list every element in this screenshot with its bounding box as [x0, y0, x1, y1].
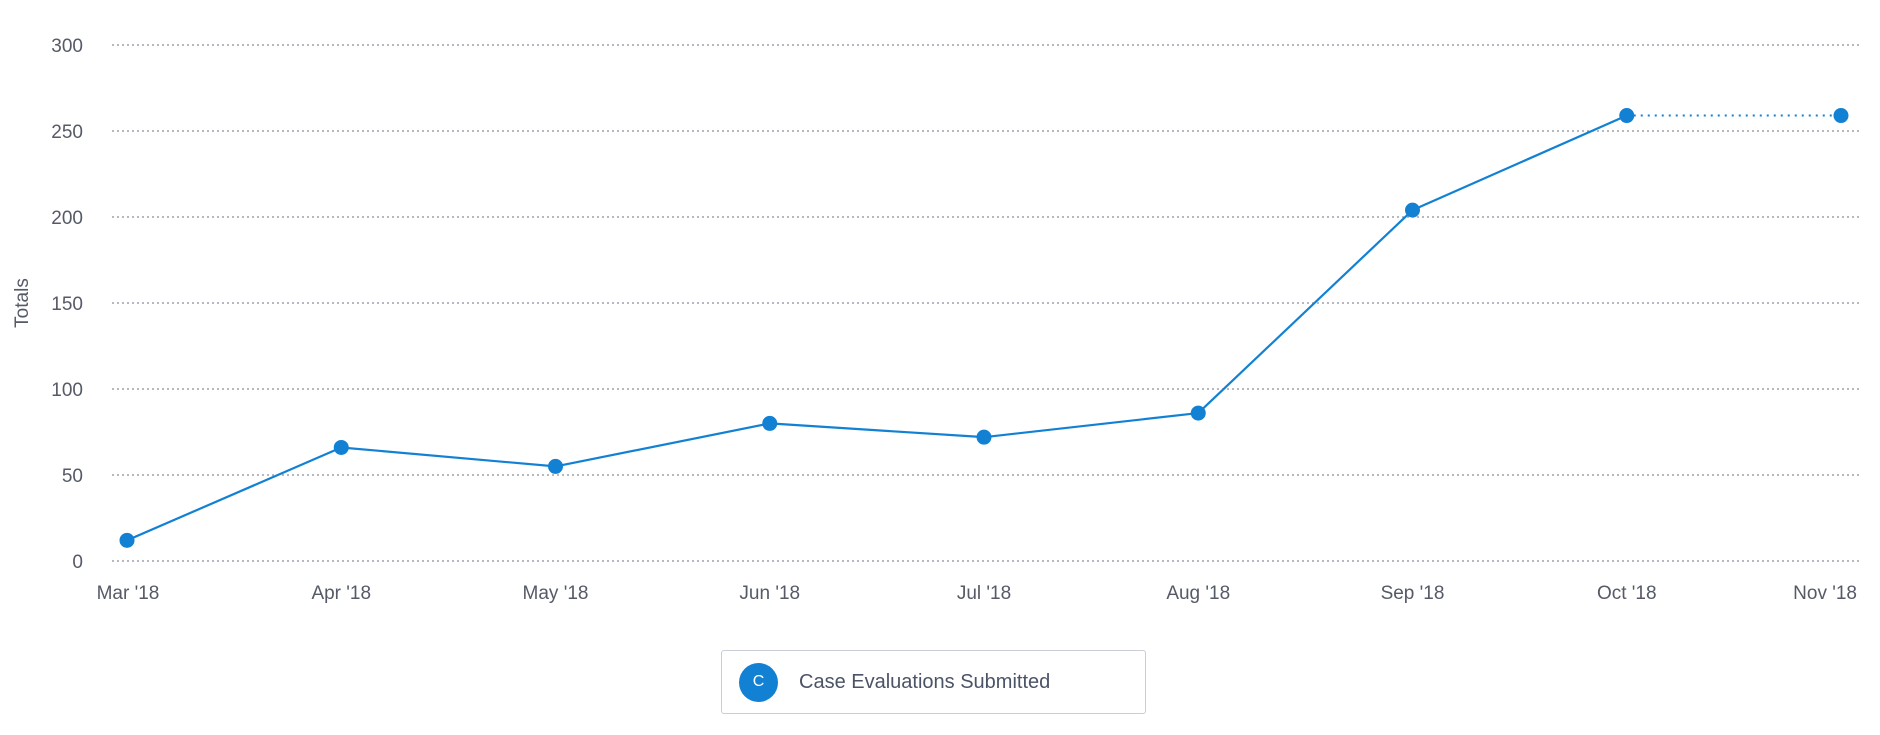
- legend-label: Case Evaluations Submitted: [799, 670, 1051, 693]
- y-tick-label: 250: [51, 122, 83, 143]
- y-tick-label: 150: [51, 294, 83, 315]
- y-tick-label: 300: [51, 36, 83, 57]
- y-tick-label: 0: [72, 552, 83, 573]
- data-point[interactable]: [1405, 202, 1420, 218]
- series-lines: [126, 114, 1841, 542]
- data-point[interactable]: [1190, 405, 1206, 421]
- y-tick-label: 200: [51, 208, 83, 229]
- x-tick-label: Jul '18: [957, 583, 1011, 604]
- x-tick-label: Aug '18: [1166, 583, 1230, 604]
- series-line: [126, 114, 1628, 542]
- data-point[interactable]: [1833, 108, 1849, 124]
- data-point[interactable]: [548, 458, 563, 474]
- y-tick-label: 50: [62, 466, 83, 487]
- x-tick-label: Mar '18: [97, 583, 160, 604]
- grid-lines: [112, 44, 1862, 562]
- x-axis-ticks: Mar '18 Apr '18 May '18 Jun '18 Jul '18 Aug '…: [97, 583, 1857, 604]
- x-tick-label: Nov '18: [1793, 583, 1857, 604]
- data-point[interactable]: [1619, 108, 1635, 124]
- data-point[interactable]: [762, 415, 778, 431]
- x-tick-label: Jun '18: [739, 583, 800, 604]
- legend-item-case-evaluations[interactable]: C Case Evaluations Submitted: [721, 650, 1146, 714]
- legend-badge-icon: C: [739, 662, 778, 702]
- x-tick-label: Sep '18: [1381, 583, 1445, 604]
- data-points: [119, 108, 1849, 548]
- data-point[interactable]: [333, 439, 349, 455]
- data-point[interactable]: [976, 429, 992, 445]
- y-axis-ticks: 0 50 100 150 200 250 300: [51, 36, 83, 573]
- data-point[interactable]: [119, 532, 135, 548]
- x-tick-label: Apr '18: [311, 583, 371, 604]
- x-tick-label: May '18: [523, 583, 589, 604]
- y-axis-label: Totals: [12, 278, 33, 328]
- x-tick-label: Oct '18: [1597, 583, 1657, 604]
- y-tick-label: 100: [51, 380, 83, 401]
